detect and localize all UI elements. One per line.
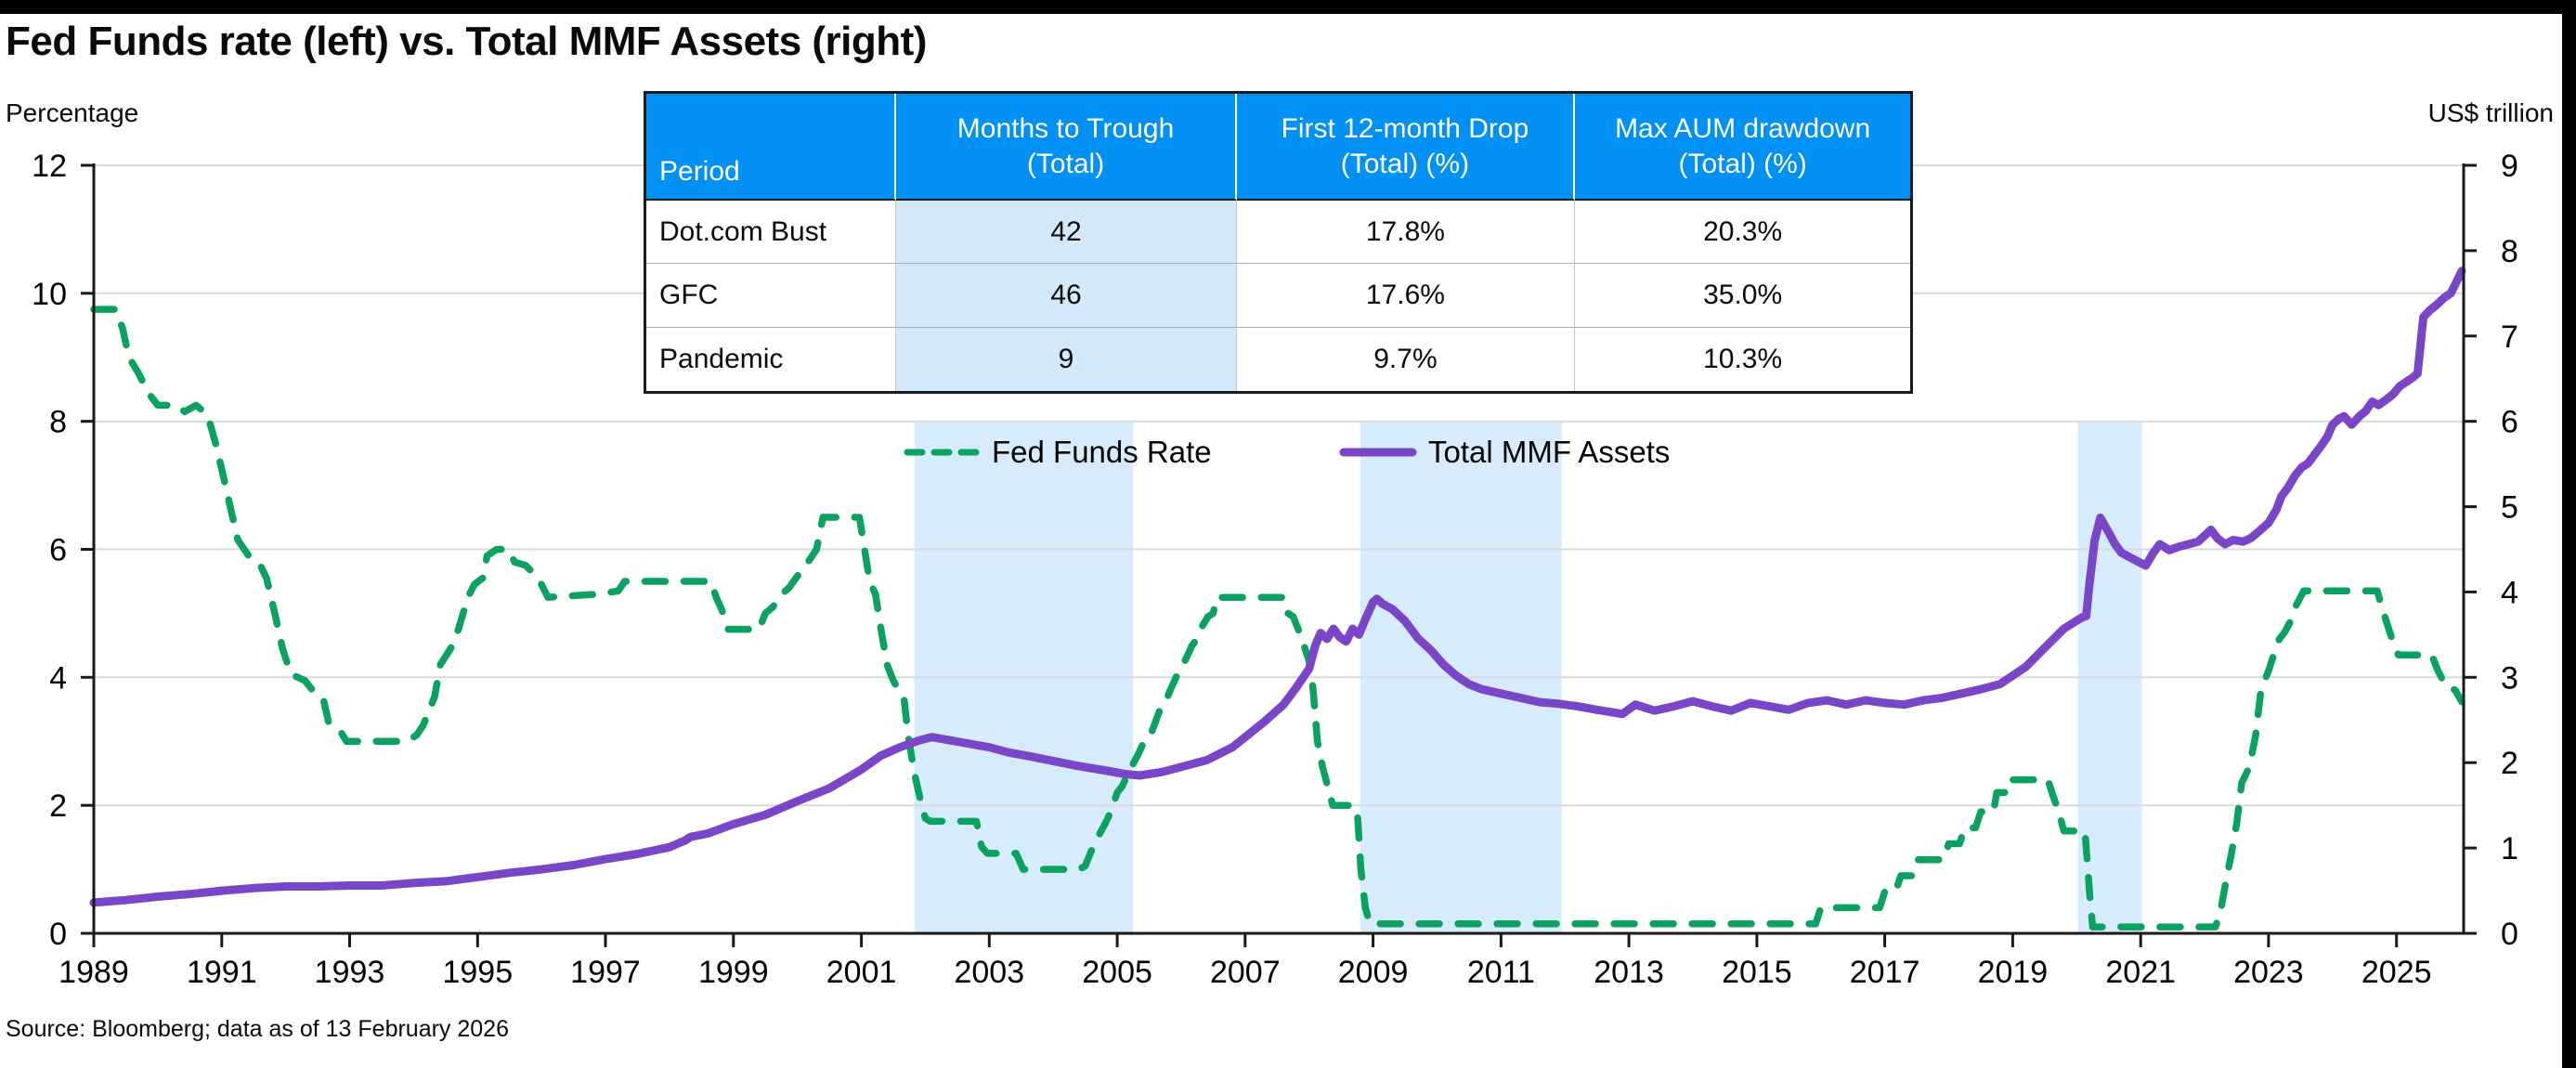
y-right-tick-label: 1 <box>2501 831 2518 866</box>
y-left-tick-label: 10 <box>32 277 67 312</box>
table-header-first-12-month-drop: First 12-month Drop (Total) (%) <box>1236 94 1576 201</box>
y-right-tick-label: 5 <box>2501 490 2518 526</box>
x-tick-label: 2001 <box>826 955 897 990</box>
table-header-period: Period <box>646 94 897 201</box>
legend-item-total-mmf-assets: Total MMF Assets <box>1339 434 1670 471</box>
x-tick-label: 2011 <box>1467 955 1535 990</box>
y-right-tick-label: 8 <box>2501 234 2518 269</box>
table-header-label: First 12-month Drop <box>1281 112 1529 144</box>
table-header-label: Period <box>659 156 740 187</box>
left-axis-ticks: 0 2 4 6 8 10 12 <box>32 149 94 952</box>
table-cell: 9.7% <box>1236 327 1576 391</box>
x-tick-label: 2009 <box>1338 955 1409 990</box>
table-cell: 20.3% <box>1575 201 1910 265</box>
x-tick-label: 2019 <box>1978 955 2049 990</box>
total-mmf-assets-line <box>89 267 2466 907</box>
left-axis-caption: Percentage <box>6 98 139 127</box>
y-right-tick-label: 4 <box>2501 575 2518 610</box>
x-tick-label: 2015 <box>1722 955 1792 990</box>
x-tick-label: 1993 <box>315 955 385 990</box>
table-cell: 9 <box>896 327 1237 391</box>
table-header-label: (Total) <box>1026 148 1105 179</box>
x-tick-label: 1991 <box>187 955 257 990</box>
table-cell: 46 <box>896 264 1237 328</box>
fed-funds-rate-line <box>90 306 2465 931</box>
legend-label: Fed Funds Rate <box>992 435 1212 469</box>
x-tick-label: 1999 <box>698 955 769 990</box>
legend-label: Total MMF Assets <box>1428 435 1671 469</box>
x-tick-label: 2007 <box>1210 955 1281 990</box>
table-header-label: Max AUM drawdown <box>1615 112 1871 144</box>
table-header-months-to-trough: Months to Trough (Total) <box>896 94 1237 201</box>
fed-funds-dashed-swatch-icon <box>904 449 980 456</box>
x-tick-label: 1989 <box>59 955 129 990</box>
table-header-label: (Total) (%) <box>1678 148 1807 179</box>
x-tick-label: 1995 <box>442 955 513 990</box>
table-header-label: (Total) (%) <box>1340 148 1470 179</box>
table-cell: Pandemic <box>646 327 897 391</box>
y-left-tick-label: 4 <box>49 660 67 696</box>
table-header-max-aum-drawdown: Max AUM drawdown (Total) (%) <box>1575 94 1910 201</box>
y-left-tick-label: 8 <box>49 405 67 440</box>
x-tick-label: 2023 <box>2233 955 2304 990</box>
right-axis-caption: US$ trillion <box>2427 98 2554 127</box>
table-cell: 17.8% <box>1236 201 1576 265</box>
x-tick-label: 2013 <box>1594 955 1664 990</box>
y-right-tick-label: 0 <box>2501 917 2518 952</box>
table-cell: 10.3% <box>1575 327 1910 391</box>
x-axis-ticks: 1989 1991 1993 1995 1997 1999 2001 2003 2005 2007… <box>59 933 2432 990</box>
x-tick-label: 2003 <box>954 955 1024 990</box>
y-left-tick-label: 12 <box>32 149 67 184</box>
page-title: Fed Funds rate (left) vs. Total MMF Asse… <box>6 19 927 64</box>
x-tick-label: 2025 <box>2361 955 2432 990</box>
top-frame-bar <box>0 0 2576 14</box>
y-left-tick-label: 6 <box>49 533 67 568</box>
legend-item-fed-funds-rate: Fed Funds Rate <box>903 434 1212 471</box>
x-tick-label: 2005 <box>1082 955 1152 990</box>
y-left-tick-label: 2 <box>49 788 67 824</box>
x-tick-label: 2017 <box>1850 955 1920 990</box>
x-tick-label: 2021 <box>2105 955 2176 990</box>
table-header-label: Months to Trough <box>956 112 1175 144</box>
mmf-solid-swatch-icon <box>1339 448 1417 457</box>
table-cell: 17.6% <box>1236 264 1576 328</box>
y-right-tick-label: 7 <box>2501 319 2518 355</box>
y-right-tick-label: 6 <box>2501 405 2518 440</box>
table-cell: 42 <box>896 201 1237 265</box>
y-left-tick-label: 0 <box>49 917 67 952</box>
x-tick-label: 1997 <box>570 955 641 990</box>
source-note: Source: Bloomberg; data as of 13 Februar… <box>6 1016 509 1042</box>
table-cell: 35.0% <box>1575 264 1910 328</box>
right-frame-bar <box>2562 0 2576 1068</box>
right-axis-ticks: 0 1 2 3 4 5 6 7 8 9 <box>2464 149 2518 952</box>
y-right-tick-label: 2 <box>2501 746 2518 781</box>
y-right-tick-label: 9 <box>2501 149 2518 184</box>
table-cell: GFC <box>646 264 897 328</box>
y-right-tick-label: 3 <box>2501 660 2518 696</box>
drawdown-table: Period Months to Trough (Total) First 12… <box>644 91 1913 394</box>
table-cell: Dot.com Bust <box>646 201 897 265</box>
